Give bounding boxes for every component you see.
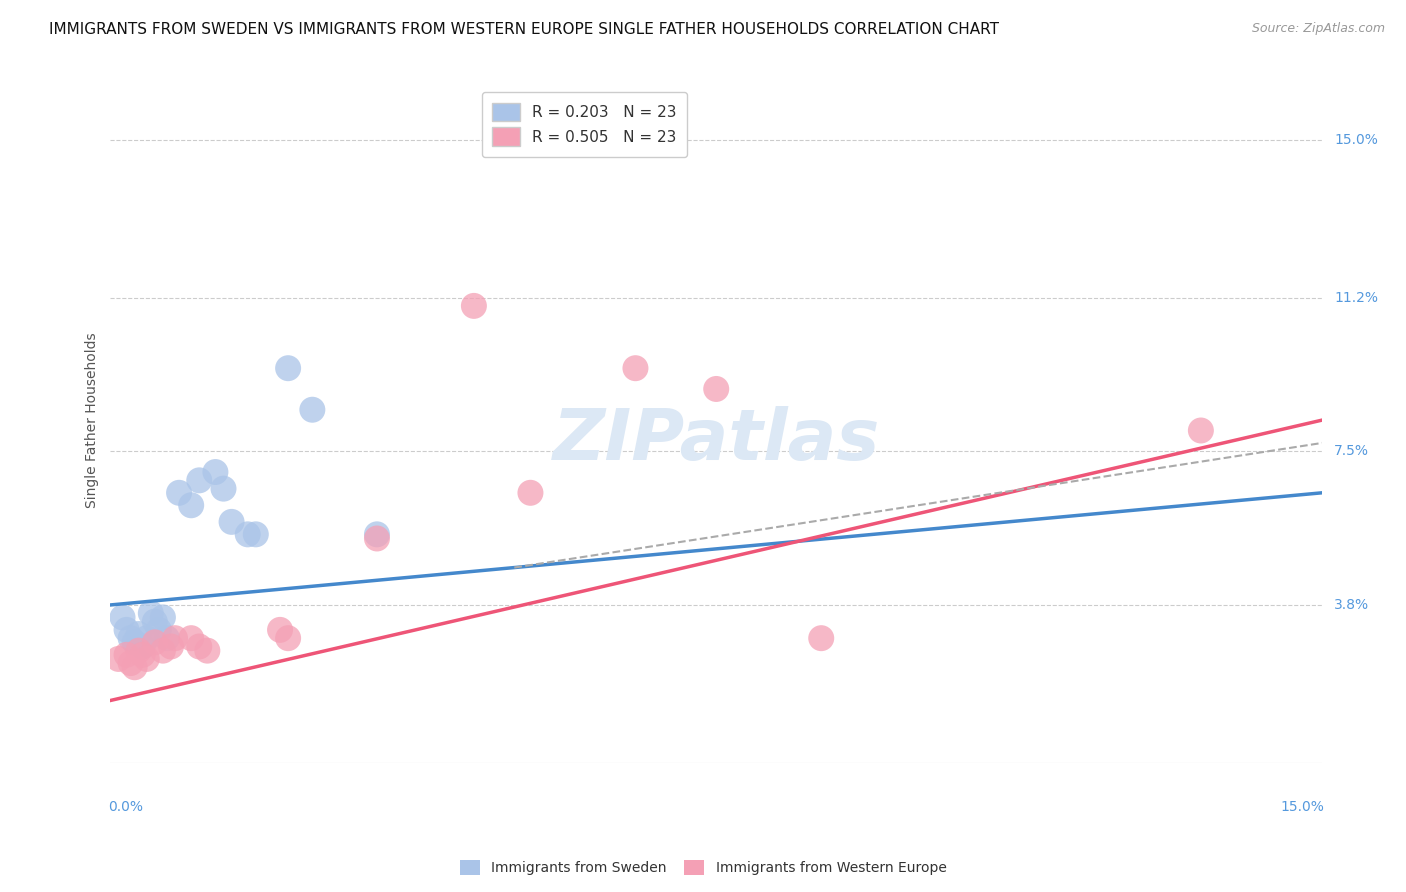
Text: 15.0%: 15.0%	[1281, 800, 1324, 814]
Point	[221, 515, 243, 529]
Point	[128, 627, 150, 641]
Point	[195, 643, 218, 657]
Point	[132, 648, 155, 662]
Point	[277, 631, 299, 645]
Text: IMMIGRANTS FROM SWEDEN VS IMMIGRANTS FROM WESTERN EUROPE SINGLE FATHER HOUSEHOLD: IMMIGRANTS FROM SWEDEN VS IMMIGRANTS FRO…	[49, 22, 1000, 37]
Point	[236, 527, 259, 541]
Point	[156, 631, 179, 645]
Point	[463, 299, 485, 313]
Point	[180, 498, 202, 512]
Point	[148, 623, 170, 637]
Point	[366, 527, 388, 541]
Point	[1189, 424, 1212, 438]
Point	[188, 473, 211, 487]
Point	[810, 631, 832, 645]
Point	[204, 465, 226, 479]
Point	[152, 610, 174, 624]
Point	[143, 615, 166, 629]
Point	[519, 485, 541, 500]
Point	[139, 607, 162, 621]
Point	[163, 631, 186, 645]
Point	[152, 643, 174, 657]
Legend: Immigrants from Sweden, Immigrants from Western Europe: Immigrants from Sweden, Immigrants from …	[454, 855, 952, 880]
Point	[115, 648, 138, 662]
Text: Source: ZipAtlas.com: Source: ZipAtlas.com	[1251, 22, 1385, 36]
Point	[366, 532, 388, 546]
Point	[124, 660, 146, 674]
Text: 7.5%: 7.5%	[1334, 444, 1369, 458]
Point	[120, 631, 142, 645]
Point	[124, 635, 146, 649]
Point	[180, 631, 202, 645]
Text: 11.2%: 11.2%	[1334, 291, 1378, 304]
Point	[115, 623, 138, 637]
Point	[704, 382, 727, 396]
Y-axis label: Single Father Households: Single Father Households	[86, 333, 100, 508]
Text: ZIPatlas: ZIPatlas	[553, 406, 880, 475]
Point	[160, 640, 183, 654]
Point	[212, 482, 235, 496]
Point	[120, 656, 142, 670]
Legend: R = 0.203   N = 23, R = 0.505   N = 23: R = 0.203 N = 23, R = 0.505 N = 23	[481, 92, 688, 157]
Point	[277, 361, 299, 376]
Point	[624, 361, 647, 376]
Point	[301, 402, 323, 417]
Point	[188, 640, 211, 654]
Point	[111, 610, 134, 624]
Point	[128, 643, 150, 657]
Point	[269, 623, 291, 637]
Point	[167, 485, 190, 500]
Point	[143, 635, 166, 649]
Text: 3.8%: 3.8%	[1334, 598, 1369, 612]
Point	[245, 527, 267, 541]
Point	[132, 640, 155, 654]
Point	[135, 631, 157, 645]
Point	[107, 652, 129, 666]
Text: 15.0%: 15.0%	[1334, 133, 1378, 147]
Text: 0.0%: 0.0%	[108, 800, 143, 814]
Point	[135, 652, 157, 666]
